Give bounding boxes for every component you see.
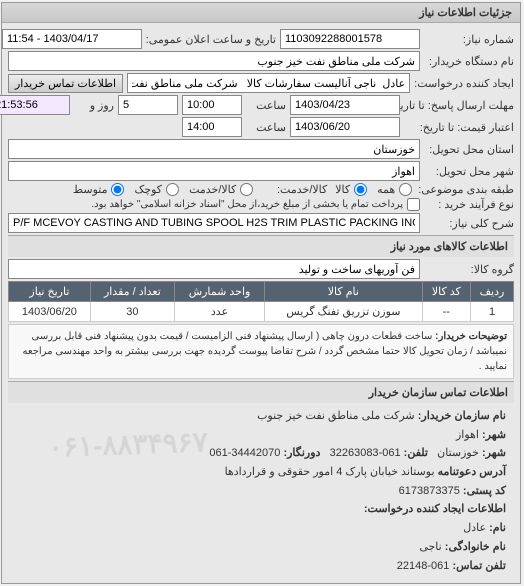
need-title-label: شرح کلی نیاز: <box>425 217 515 230</box>
goods-service-label: کالا/خدمت: <box>258 183 328 196</box>
radio-goods[interactable] <box>355 183 368 196</box>
group-field[interactable] <box>9 259 421 279</box>
fax-value: 34442070-061 <box>210 447 281 459</box>
cell-qty: 30 <box>91 302 175 322</box>
buy-type-label: نوع فرآیند خرید : <box>425 198 515 211</box>
radio-all[interactable] <box>400 183 413 196</box>
cell-unit: عدد <box>175 302 265 322</box>
contact-block: ۰۶۱-۸۸۳۴۹۶۷ نام سازمان خریدار: شرکت ملی … <box>9 403 515 579</box>
deadline-time-label: ساعت <box>247 99 287 112</box>
valid-date-field[interactable] <box>291 117 401 137</box>
request-number-label: شماره نیاز: <box>425 33 515 46</box>
delivery-state-field[interactable] <box>9 139 421 159</box>
row-delivery-city: شهر محل تحویل: <box>9 161 515 181</box>
radio-all-label: همه <box>378 183 396 196</box>
ctel-value: 061-22148 <box>398 560 451 572</box>
row-requester: ایجاد کننده درخواست: اطلاعات تماس خریدار <box>9 73 515 93</box>
row-valid: اعتبار قیمت: تا تاریخ: ساعت <box>9 117 515 137</box>
delivery-city-field[interactable] <box>9 161 421 181</box>
days-label: روز و <box>75 99 115 112</box>
buy-type-checkbox[interactable] <box>408 198 421 211</box>
requester-label: ایجاد کننده درخواست: <box>415 77 515 90</box>
th-row: ردیف <box>472 282 515 302</box>
valid-label: اعتبار قیمت: تا تاریخ: <box>405 121 515 134</box>
org-value: شرکت ملی مناطق نفت خیز جنوب <box>258 410 416 422</box>
panel-body: شماره نیاز: تاریخ و ساعت اعلان عمومی: نا… <box>3 23 521 583</box>
days-field[interactable] <box>119 95 179 115</box>
valid-time-field[interactable] <box>183 117 243 137</box>
fax-label: دورنگار: <box>284 447 321 459</box>
subject-radio-group: همه کالا کالا/خدمت: کالا/خدمت کوچک متوسط <box>68 183 415 196</box>
row-buy-type: نوع فرآیند خرید : پرداخت تمام یا بخشی از… <box>9 198 515 211</box>
delivery-state-label: استان محل تحویل: <box>425 143 515 156</box>
radio-small[interactable] <box>167 183 180 196</box>
radio-medium[interactable] <box>112 183 125 196</box>
table-row[interactable]: 1 -- سوزن تزریق تفنگ گریس عدد 30 1403/06… <box>10 302 515 322</box>
name-label: نام: <box>490 522 507 534</box>
contact-info-button[interactable]: اطلاعات تماس خریدار <box>9 74 124 93</box>
buyer-field[interactable] <box>9 51 421 71</box>
deadline-label: مهلت ارسال پاسخ: تا تاریخ: <box>405 99 515 112</box>
row-delivery-state: استان محل تحویل: <box>9 139 515 159</box>
valid-time-label: ساعت <box>247 121 287 134</box>
public-datetime-field[interactable] <box>3 29 143 49</box>
lname-label: نام خانوادگی: <box>446 541 507 553</box>
row-subject-group: طبقه بندی موضوعی: همه کالا کالا/خدمت: کا… <box>9 183 515 196</box>
th-code: کد کالا <box>423 282 471 302</box>
ctel-label: تلفن تماس: <box>453 560 507 572</box>
buy-type-text: پرداخت تمام یا بخشی از مبلغ خرید،از محل … <box>92 199 404 210</box>
name-value: عادل <box>464 522 487 534</box>
radio-small-label: کوچک <box>135 183 163 196</box>
tel-label: تلفن: <box>405 447 429 459</box>
cell-date: 1403/06/20 <box>10 302 92 322</box>
row-group: گروه کالا: <box>9 259 515 279</box>
contact-section-title: اطلاعات تماس سازمان خریدار <box>9 381 515 403</box>
remain-time-field[interactable] <box>0 95 71 115</box>
radio-service[interactable] <box>241 183 254 196</box>
province-value: خوزستان <box>438 447 480 459</box>
row-buyer: نام دستگاه خریدار: <box>9 51 515 71</box>
need-title-field[interactable] <box>9 213 421 233</box>
creator-section-label: اطلاعات ایجاد کننده درخواست: <box>365 503 507 515</box>
row-need-title: شرح کلی نیاز: <box>9 213 515 233</box>
buyer-description: توضیحات خریدار: ساخت قطعات درون چاهی ( ا… <box>9 324 515 379</box>
th-date: تاریخ نیاز <box>10 282 92 302</box>
row-request-number: شماره نیاز: تاریخ و ساعت اعلان عمومی: <box>9 29 515 49</box>
delivery-city-label: شهر محل تحویل: <box>425 165 515 178</box>
post-value: 6173873375 <box>400 485 461 497</box>
th-name: نام کالا <box>266 282 423 302</box>
buyer-label: نام دستگاه خریدار: <box>425 55 515 68</box>
details-panel: جزئیات اطلاعات نیاز شماره نیاز: تاریخ و … <box>2 2 522 584</box>
request-number-field[interactable] <box>281 29 421 49</box>
subject-group-label: طبقه بندی موضوعی: <box>419 183 515 196</box>
deadline-date-field[interactable] <box>291 95 401 115</box>
addr-value: بوستاند خیابان پارک 4 امور حقوقی و قرارد… <box>226 466 436 478</box>
radio-goods-label: کالا <box>336 183 351 196</box>
cell-code: -- <box>423 302 471 322</box>
requester-field[interactable] <box>128 73 411 93</box>
city-label: شهر: <box>483 429 507 441</box>
items-section-title: اطلاعات کالاهای مورد نیاز <box>9 235 515 257</box>
panel-title: جزئیات اطلاعات نیاز <box>3 3 521 23</box>
row-deadline: مهلت ارسال پاسخ: تا تاریخ: ساعت روز و سا… <box>9 95 515 115</box>
items-table: ردیف کد کالا نام کالا واحد شمارش تعداد /… <box>9 281 515 322</box>
cell-name: سوزن تزریق تفنگ گریس <box>266 302 423 322</box>
lname-value: ناجی <box>420 541 442 553</box>
city-value: اهواز <box>457 429 480 441</box>
addr-label: آدرس دعوتنامه <box>439 466 507 478</box>
desc-label: توضیحات خریدار: <box>436 331 508 342</box>
province-label: شهر: <box>483 447 507 459</box>
org-label: نام سازمان خریدار: <box>419 410 507 422</box>
th-unit: واحد شمارش <box>175 282 265 302</box>
cell-row: 1 <box>472 302 515 322</box>
group-label: گروه کالا: <box>425 263 515 276</box>
table-header-row: ردیف کد کالا نام کالا واحد شمارش تعداد /… <box>10 282 515 302</box>
post-label: کد پستی: <box>464 485 507 497</box>
public-datetime-label: تاریخ و ساعت اعلان عمومی: <box>147 33 277 46</box>
radio-service-label: کالا/خدمت <box>190 183 237 196</box>
deadline-time-field[interactable] <box>183 95 243 115</box>
th-qty: تعداد / مقدار <box>91 282 175 302</box>
radio-medium-label: متوسط <box>74 183 109 196</box>
tel-value: 061-32263083 <box>331 447 402 459</box>
